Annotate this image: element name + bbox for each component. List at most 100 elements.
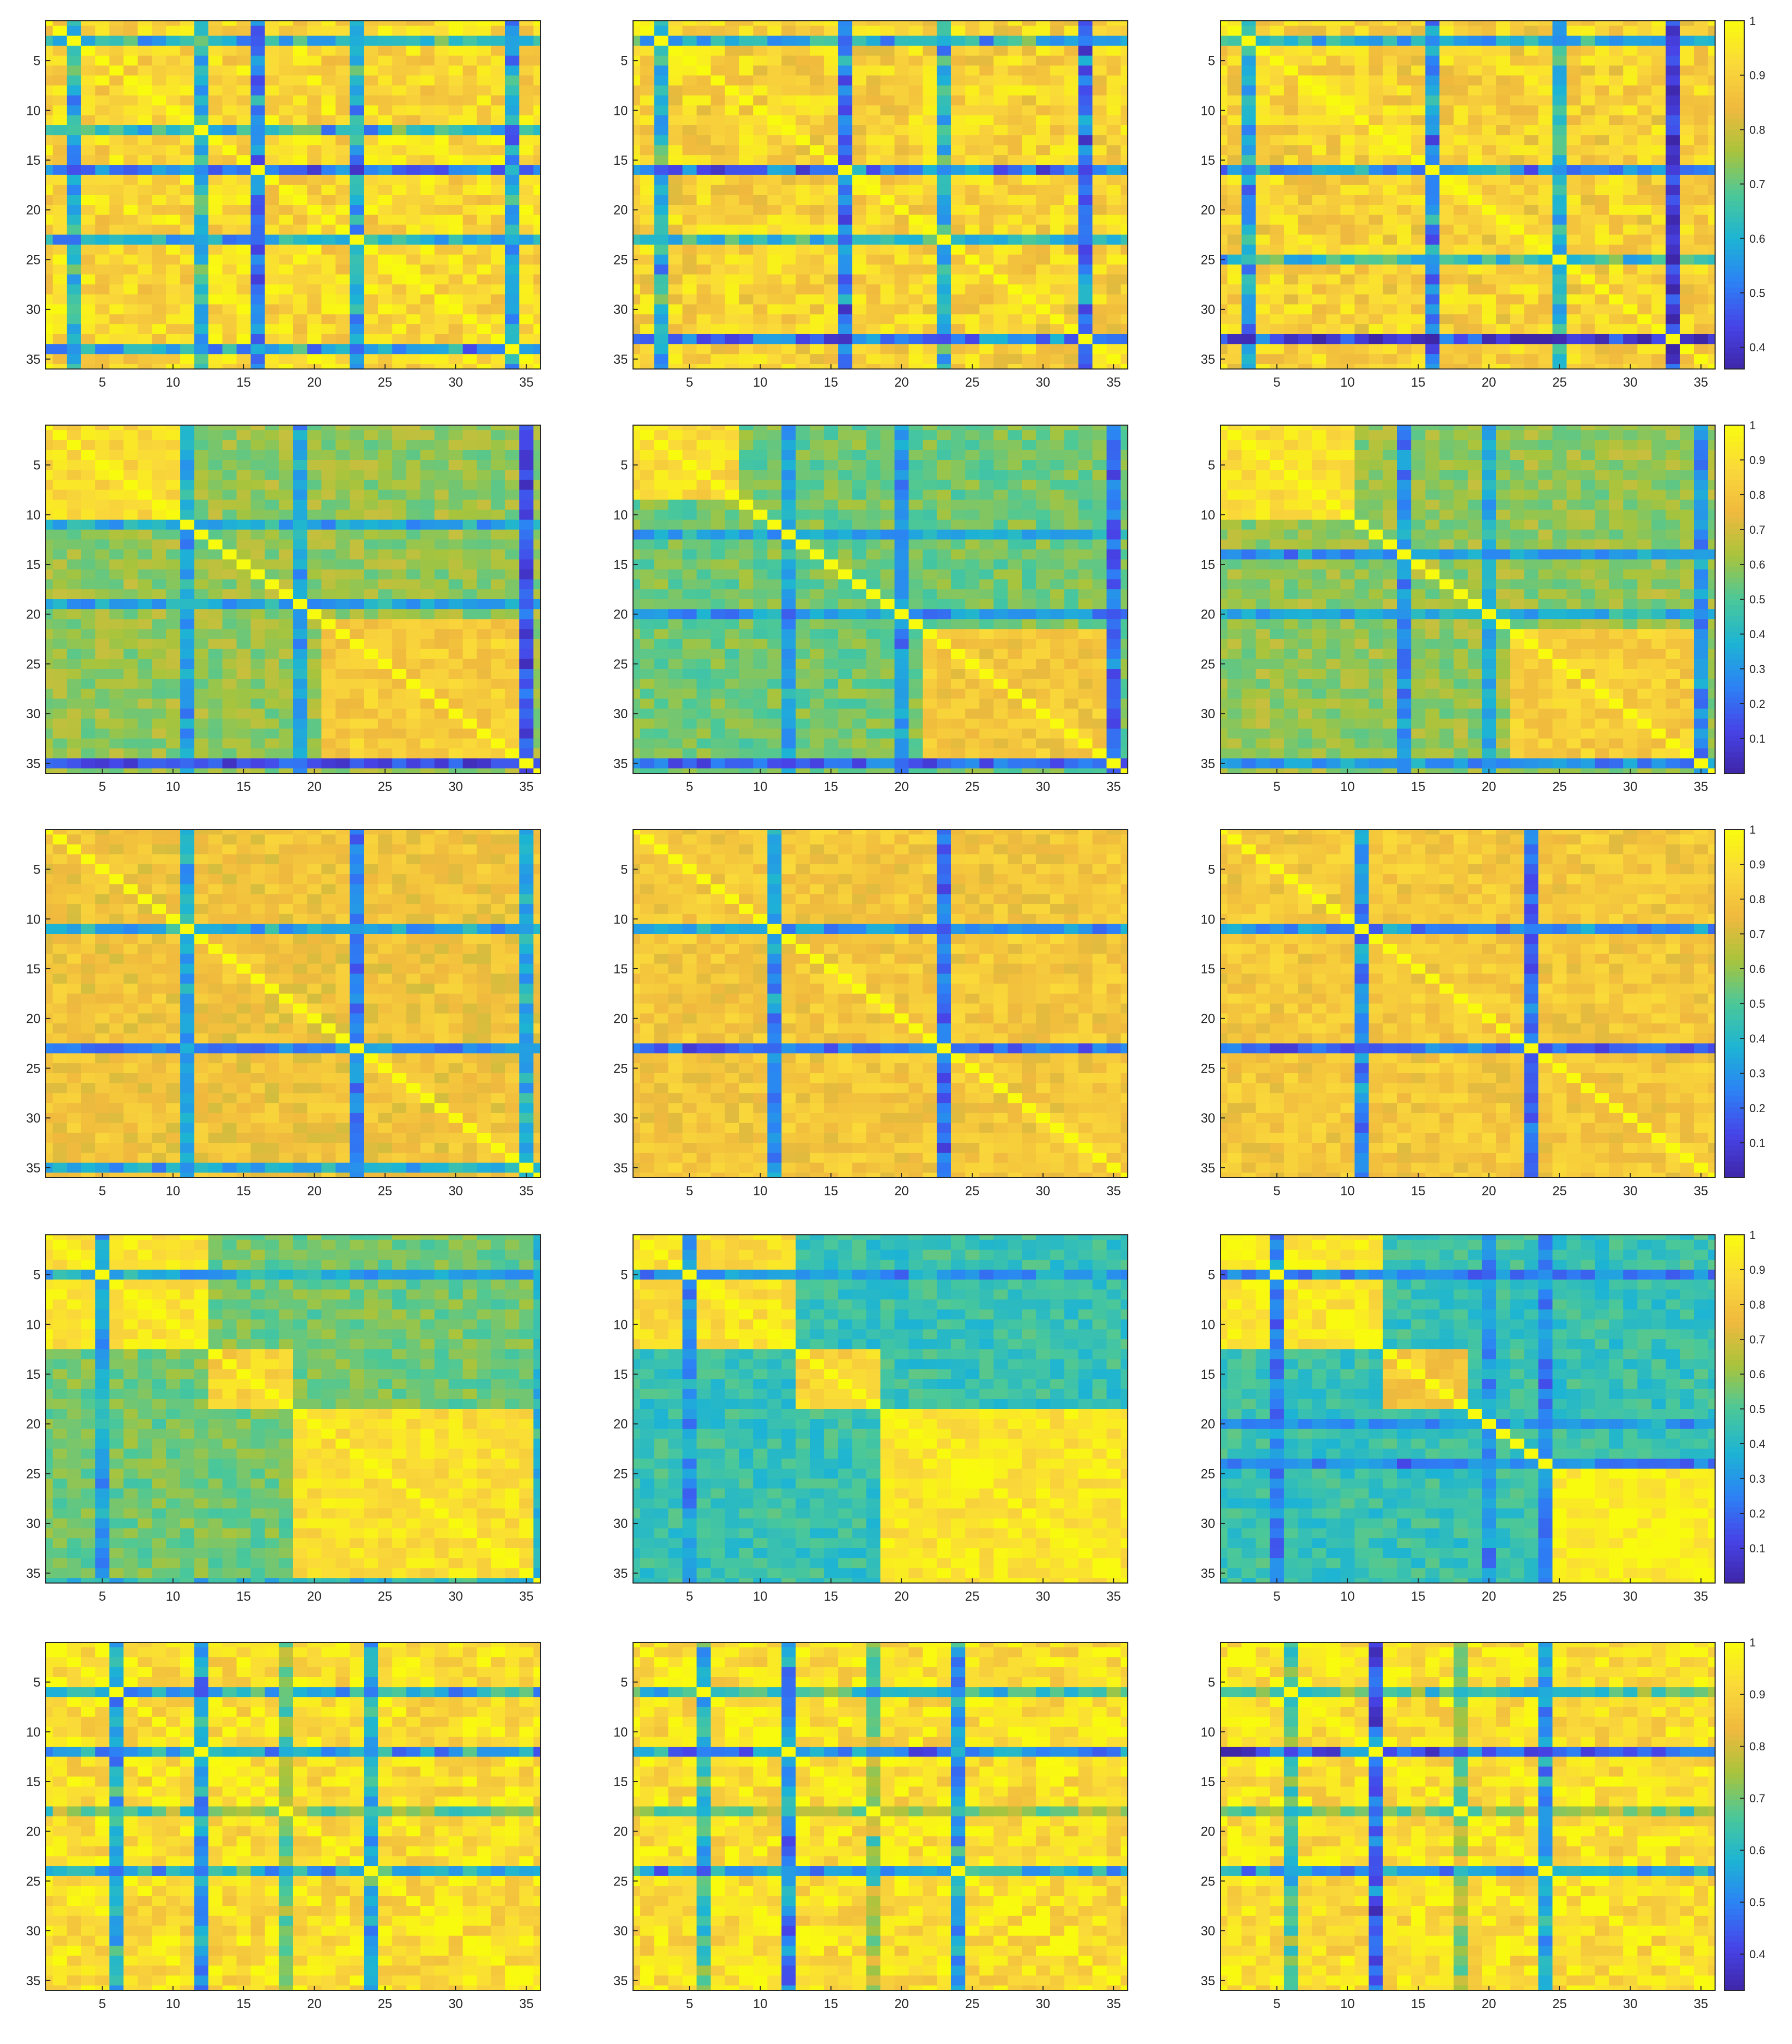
heatmap-cell [152,26,166,36]
heatmap-cell [796,21,810,26]
heatmap-cell [533,21,541,26]
heatmap-cell [668,354,683,364]
heatmap-cell [1022,305,1036,315]
heatmap-cell [491,294,506,305]
heatmap-cell [1121,21,1128,26]
heatmap-cell [1708,195,1715,205]
heatmap-cell [1581,135,1596,146]
heatmap-cell [406,354,421,364]
heatmap-cell [711,135,726,146]
heatmap-cell [725,155,740,165]
heatmap-cell [1354,46,1369,56]
heatmap-cell [633,125,640,136]
heatmap-cell [364,155,378,165]
heatmap-cell [519,185,534,195]
heatmap-cell [696,294,711,305]
heatmap-cell [696,305,711,315]
heatmap-cell [1609,165,1624,176]
heatmap-cell [994,314,1008,325]
heatmap-cell [682,135,697,146]
heatmap-cell [668,175,683,186]
heatmap-cell [519,235,534,245]
heatmap-cell [420,125,435,136]
heatmap-cell [1106,56,1121,66]
heatmap-cell [1064,46,1079,56]
heatmap-cell [477,75,492,86]
heatmap-cell [350,245,364,255]
heatmap-cell [293,106,308,116]
heatmap-cell [46,46,53,56]
heatmap-cell [378,225,392,235]
heatmap-cell [53,165,68,176]
heatmap-cell [1270,125,1284,136]
heatmap-cell [852,294,867,305]
heatmap-cell [753,185,768,195]
heatmap-cell [1078,195,1093,205]
heatmap-cell [1369,175,1383,186]
heatmap-cell [852,125,867,136]
heatmap-cell [682,85,697,96]
heatmap-cell [505,245,520,255]
heatmap-cell [923,225,938,235]
heatmap-cell [979,354,994,364]
heatmap-cell [236,245,251,255]
heatmap-cell [1369,165,1383,176]
heatmap-cell [124,21,138,26]
heatmap-cell [208,26,223,36]
heatmap-cell [307,274,322,285]
heatmap-cell [866,155,881,165]
heatmap-cell [1595,185,1610,195]
heatmap-cell [951,75,966,86]
heatmap-cell [1036,245,1050,255]
heatmap-cell [1354,85,1369,96]
heatmap-cell [1552,205,1567,215]
heatmap-cell [1284,215,1298,225]
heatmap-cell [937,274,952,285]
heatmap-cell [434,354,449,364]
heatmap-cell [222,75,237,86]
heatmap-cell [1326,106,1341,116]
heatmap-cell [838,334,852,345]
heatmap-cell [124,36,138,46]
heatmap-cell [923,85,938,96]
heatmap-cell [923,344,938,354]
heatmap-cell [682,305,697,315]
heatmap-cell [95,85,110,96]
heatmap-cell [1022,75,1036,86]
heatmap-cell [166,36,180,46]
heatmap-cell [1092,265,1107,275]
heatmap-cell [519,225,534,235]
heatmap-cell [1008,195,1022,205]
heatmap-cell [767,135,782,146]
heatmap-cell [180,75,194,86]
heatmap-cell [378,65,392,76]
heatmap-cell [180,354,194,364]
heatmap-cell [251,85,265,96]
heatmap-cell [1092,215,1107,225]
heatmap-cell [236,284,251,295]
heatmap-cell [1036,334,1050,345]
heatmap-cell [392,354,406,364]
heatmap-cell [1425,106,1440,116]
heatmap-cell [711,115,726,126]
heatmap-cell [1652,56,1666,66]
heatmap-cell [265,305,280,315]
heatmap-cell [1106,26,1121,36]
heatmap-cell [434,205,449,215]
heatmap-cell [420,155,435,165]
heatmap-cell [194,135,209,146]
heatmap-cell [1036,265,1050,275]
heatmap-cell [1397,205,1412,215]
heatmap-cell [1454,26,1468,36]
heatmap-cell [194,344,209,354]
heatmap-cell [951,344,966,354]
heatmap-cell [979,235,994,245]
heatmap-cell [350,344,364,354]
heatmap-cell [138,115,152,126]
heatmap-cell [880,324,895,335]
heatmap-cell [1524,165,1539,176]
heatmap-cell [279,175,294,186]
heatmap-cell [668,65,683,76]
heatmap-cell [1078,334,1093,345]
heatmap-cell [449,235,463,245]
